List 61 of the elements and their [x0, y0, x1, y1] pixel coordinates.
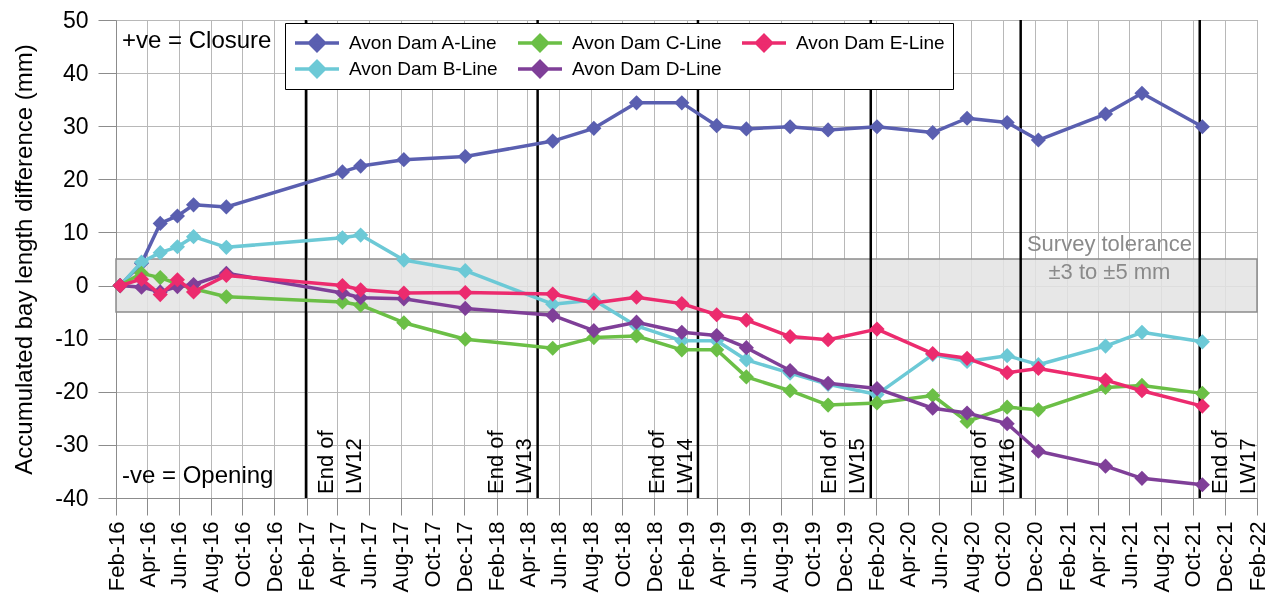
x-tick-label: Oct-16 [229, 521, 255, 588]
x-tick-label: Apr-16 [134, 521, 160, 588]
legend-label: Avon Dam D-Line [572, 58, 722, 79]
x-tick-label: Oct-18 [609, 521, 635, 588]
y-axis-title: Accumulated bay length difference (mm) [10, 44, 38, 475]
x-tick-label: Dec-18 [641, 521, 667, 593]
y-tick-label: 30 [62, 112, 89, 139]
x-tick-label: Dec-21 [1212, 521, 1238, 593]
x-tick-label: Oct-20 [990, 521, 1016, 588]
x-tick-label: Aug-16 [198, 521, 224, 593]
y-tick-label: -30 [55, 431, 89, 458]
ref-line-label: End of LW13 [483, 429, 537, 494]
x-tick-label: Dec-20 [1022, 521, 1048, 593]
x-tick-label: Dec-17 [451, 521, 477, 593]
x-tick-label: Apr-18 [514, 521, 540, 588]
x-tick-label: Aug-20 [958, 521, 984, 593]
x-tick-label: Jun-18 [546, 521, 572, 589]
y-tick-label: 20 [62, 165, 89, 192]
x-tick-label: Feb-22 [1244, 521, 1270, 592]
x-tick-label: Feb-16 [103, 521, 129, 592]
x-tick-label: Jun-19 [736, 521, 762, 589]
legend-label: Avon Dam A-Line [349, 32, 497, 53]
annotation: -ve = Opening [122, 461, 274, 488]
x-tick-label: Jun-21 [1116, 521, 1142, 589]
x-tick-label: Aug-19 [768, 521, 794, 593]
legend-label: Avon Dam B-Line [349, 58, 498, 79]
x-tick-label: Jun-16 [166, 521, 192, 589]
x-tick-label: Jun-17 [356, 521, 382, 589]
x-tick-label: Dec-19 [831, 521, 857, 593]
x-tick-label: Dec-16 [261, 521, 287, 593]
x-tick-label: Oct-17 [419, 521, 445, 588]
ref-line-label: End of LW12 [312, 429, 366, 494]
ref-line-label: End of LW14 [643, 429, 697, 494]
legend-label: Avon Dam E-Line [796, 32, 945, 53]
y-tick-label: -20 [55, 378, 89, 405]
ref-line-label: End of LW16 [966, 429, 1020, 494]
y-tick-label: 50 [62, 6, 89, 33]
x-tick-label: Feb-17 [294, 521, 320, 592]
x-tick-label: Feb-20 [863, 521, 889, 592]
x-tick-label: Feb-21 [1054, 521, 1080, 592]
x-tick-label: Oct-19 [799, 521, 825, 588]
x-tick-label: Apr-21 [1085, 521, 1111, 588]
x-tick-label: Jun-20 [926, 521, 952, 589]
annotation: +ve = Closure [122, 26, 272, 53]
x-tick-label: Feb-18 [484, 521, 510, 592]
legend-label: Avon Dam C-Line [572, 32, 722, 53]
x-tick-label: Aug-17 [388, 521, 414, 593]
y-tick-label: 0 [75, 272, 89, 299]
y-tick-label: 40 [62, 59, 89, 86]
x-tick-label: Apr-20 [895, 521, 921, 588]
ref-line-label: End of LW17 [1206, 429, 1260, 494]
x-tick-label: Apr-17 [324, 521, 350, 588]
x-tick-label: Apr-19 [704, 521, 730, 588]
y-tick-label: -40 [55, 484, 89, 511]
x-tick-label: Aug-21 [1148, 521, 1174, 593]
x-tick-label: Aug-18 [578, 521, 604, 593]
y-tick-label: 10 [62, 218, 89, 245]
x-tick-label: Feb-19 [674, 521, 699, 592]
x-tick-label: Oct-21 [1180, 521, 1206, 588]
ref-line-label: End of LW15 [816, 429, 870, 494]
y-tick-label: -10 [55, 325, 89, 352]
